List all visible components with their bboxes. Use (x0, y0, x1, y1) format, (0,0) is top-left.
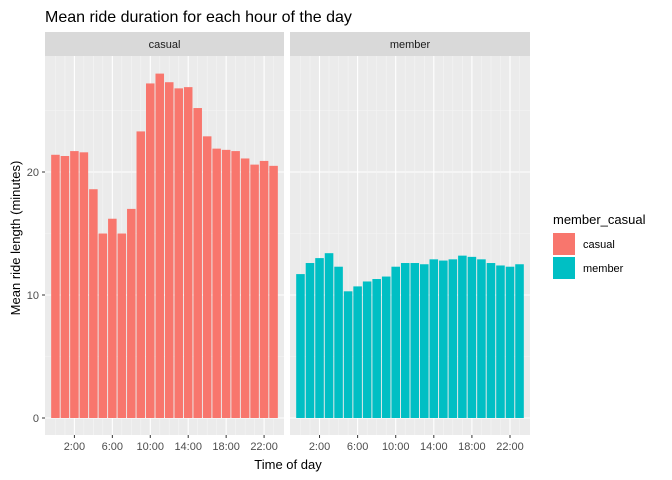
facet-panels: casual 2:00 6:00 10:00 14:00 18:00 22:00 0 10 20 m… (27, 32, 530, 453)
bar-member-hour-0 (296, 274, 305, 418)
bar-member-hour-2 (315, 258, 324, 418)
facet-panel-member: member 2:00 6:00 10:00 14:00 18:00 22:00 (290, 32, 530, 453)
bar-casual-hour-5 (98, 233, 108, 418)
y-axis-title: Mean ride length (minutes) (8, 161, 23, 316)
bar-member-hour-19 (477, 259, 486, 418)
bar-member-hour-10 (391, 266, 400, 418)
bar-member-hour-18 (467, 256, 477, 418)
bar-member-hour-16 (448, 259, 458, 418)
bar-member-hour-7 (362, 281, 372, 418)
legend-key-casual (553, 233, 575, 255)
x-tick-label: 6:00 (102, 441, 123, 453)
x-axis-title: Time of day (254, 457, 322, 472)
bar-casual-hour-0 (51, 154, 60, 418)
bar-member-hour-15 (439, 260, 448, 418)
bar-casual-hour-1 (60, 156, 70, 418)
bar-casual-hour-12 (164, 82, 174, 419)
bar-member-hour-12 (410, 263, 420, 418)
y-tick-label: 20 (27, 167, 39, 179)
bar-member-hour-8 (372, 279, 381, 418)
bar-casual-hour-10 (146, 83, 155, 418)
x-tick-label: 2:00 (64, 441, 85, 453)
bar-casual-hour-13 (174, 88, 183, 419)
bar-casual-hour-7 (117, 233, 127, 418)
x-tick-label: 14:00 (420, 441, 448, 453)
bar-casual-hour-23 (269, 165, 278, 418)
x-tick-label: 22:00 (250, 441, 278, 453)
x-tick-label: 14:00 (174, 441, 202, 453)
facet-strip (45, 32, 284, 56)
chart-title: Mean ride duration for each hour of the … (45, 9, 352, 26)
bar-member-hour-1 (305, 263, 315, 418)
bar-casual-hour-15 (193, 108, 202, 418)
bar-member-hour-6 (353, 286, 362, 418)
x-tick-label: 18:00 (458, 441, 486, 453)
bar-casual-hour-14 (183, 87, 193, 418)
bar-casual-hour-22 (259, 160, 269, 418)
x-tick-label: 6:00 (347, 441, 368, 453)
bar-member-hour-21 (496, 265, 505, 418)
x-tick-label: 22:00 (496, 441, 524, 453)
y-tick-label: 10 (27, 290, 39, 302)
facet-strip (290, 32, 530, 56)
bar-member-hour-13 (420, 264, 429, 418)
bar-member-hour-5 (343, 291, 353, 418)
legend-label-casual: casual (583, 239, 615, 251)
bar-casual-hour-11 (155, 73, 165, 418)
x-tick-label: 2:00 (309, 441, 330, 453)
bar-member-hour-11 (400, 263, 410, 418)
bar-casual-hour-9 (136, 131, 146, 418)
bar-casual-hour-8 (127, 208, 136, 418)
bar-casual-hour-2 (70, 151, 79, 418)
bar-casual-hour-6 (108, 218, 117, 418)
bar-member-hour-23 (515, 264, 524, 418)
bar-member-hour-22 (505, 266, 515, 418)
bar-member-hour-14 (429, 259, 439, 418)
x-tick-label: 10:00 (137, 441, 165, 453)
bar-member-hour-17 (458, 255, 467, 418)
bar-casual-hour-16 (202, 136, 212, 418)
bar-casual-hour-17 (212, 148, 221, 418)
bar-casual-hour-4 (89, 189, 98, 418)
facet-panel-casual: casual 2:00 6:00 10:00 14:00 18:00 22:00 0 10 20 (27, 32, 284, 453)
bar-member-hour-9 (381, 276, 391, 418)
legend-title: member_casual (553, 212, 646, 227)
legend: member_casual casual member (553, 212, 646, 279)
bar-casual-hour-19 (231, 151, 240, 418)
y-tick-label: 0 (33, 413, 39, 425)
x-tick-label: 10:00 (382, 441, 410, 453)
bar-casual-hour-3 (79, 152, 89, 418)
bar-casual-hour-18 (221, 149, 231, 419)
bar-member-hour-3 (324, 253, 334, 418)
legend-label-member: member (583, 263, 624, 275)
x-tick-label: 18:00 (212, 441, 240, 453)
bar-casual-hour-21 (250, 164, 259, 418)
bar-member-hour-4 (334, 266, 343, 418)
legend-key-member (553, 257, 575, 279)
facet-strip-label: casual (149, 39, 181, 51)
bar-casual-hour-20 (240, 158, 250, 418)
facet-strip-label: member (390, 39, 431, 51)
bar-member-hour-20 (486, 263, 496, 418)
